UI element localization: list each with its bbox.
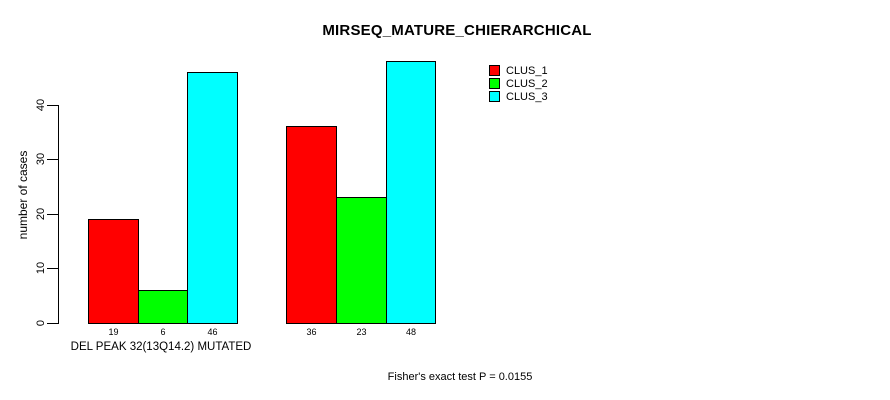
legend-row: CLUS_1 xyxy=(489,64,548,77)
chart-title: MIRSEQ_MATURE_CHIERARCHICAL xyxy=(322,22,592,39)
y-tick-label: 10 xyxy=(35,261,47,275)
y-tick-label: 20 xyxy=(35,207,47,221)
legend-swatch xyxy=(489,78,500,89)
y-tick-label: 0 xyxy=(35,319,47,327)
bar xyxy=(336,197,387,324)
legend-row: CLUS_3 xyxy=(489,90,548,103)
bar-value-label: 48 xyxy=(405,327,417,337)
y-tick-label: 30 xyxy=(35,152,47,166)
legend-swatch xyxy=(489,91,500,102)
bar xyxy=(286,126,337,324)
legend-label: CLUS_2 xyxy=(506,77,548,90)
legend-row: CLUS_2 xyxy=(489,77,548,90)
y-tick xyxy=(47,105,59,106)
y-tick xyxy=(47,323,59,324)
bar-value-label: 46 xyxy=(207,327,218,337)
bar-value-label: 36 xyxy=(306,327,317,337)
y-tick xyxy=(47,268,59,269)
y-tick-label: 40 xyxy=(35,98,47,112)
bar-value-label: 6 xyxy=(160,327,166,337)
y-tick xyxy=(47,159,59,160)
legend-swatch xyxy=(489,65,500,76)
bar-value-label: 19 xyxy=(108,327,119,337)
fisher-test-footnote: Fisher's exact test P = 0.0155 xyxy=(387,371,533,383)
bar xyxy=(138,290,188,324)
legend-label: CLUS_3 xyxy=(506,90,548,103)
bar-value-label: 23 xyxy=(356,327,367,337)
legend-label: CLUS_1 xyxy=(506,64,548,77)
y-tick xyxy=(47,214,59,215)
bar xyxy=(88,219,139,324)
bar xyxy=(386,61,436,324)
bar xyxy=(187,72,238,324)
x-axis-label: DEL PEAK 32(13Q14.2) MUTATED xyxy=(70,341,252,353)
legend: CLUS_1 CLUS_2 CLUS_3 xyxy=(489,64,548,103)
